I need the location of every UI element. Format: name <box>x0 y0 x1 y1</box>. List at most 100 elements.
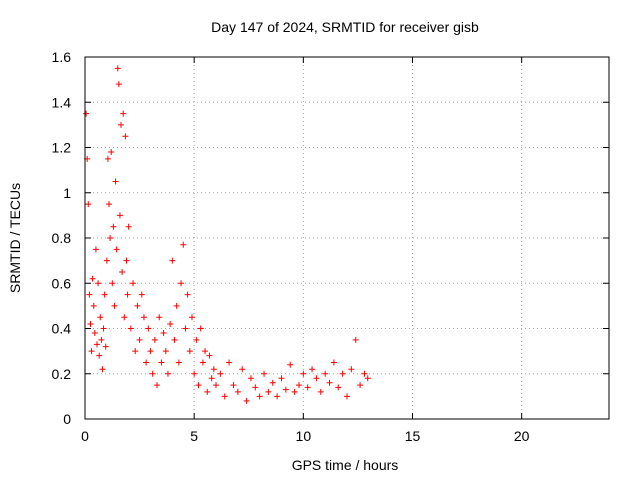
data-point <box>188 314 195 321</box>
x-tick-label: 5 <box>190 428 198 444</box>
data-point <box>309 366 316 373</box>
data-point <box>110 223 117 230</box>
data-point <box>92 246 99 253</box>
data-point <box>300 370 307 377</box>
y-axis-label: SRMTID / TECUs <box>7 183 23 293</box>
data-point <box>291 388 298 395</box>
data-point <box>130 280 137 287</box>
data-point <box>99 366 106 373</box>
data-point <box>210 366 217 373</box>
data-point <box>247 375 254 382</box>
data-point <box>136 336 143 343</box>
data-point <box>164 370 171 377</box>
data-point <box>95 280 102 287</box>
data-point <box>261 370 268 377</box>
data-point <box>100 325 107 332</box>
grid <box>85 57 609 419</box>
data-point <box>180 241 187 248</box>
data-point <box>182 325 189 332</box>
data-point <box>132 348 139 355</box>
data-point <box>124 291 131 298</box>
data-point <box>120 110 127 117</box>
data-point <box>88 348 95 355</box>
data-point <box>265 388 272 395</box>
data-point <box>106 201 113 208</box>
data-point <box>226 359 233 366</box>
data-point <box>195 382 202 389</box>
data-point <box>184 291 191 298</box>
data-point <box>85 201 92 208</box>
data-point <box>109 280 116 287</box>
data-point <box>326 379 333 386</box>
data-point <box>118 121 125 128</box>
data-point <box>140 314 147 321</box>
data-point <box>364 375 371 382</box>
data-point <box>357 382 364 389</box>
data-point <box>330 359 337 366</box>
data-point <box>87 320 94 327</box>
data-point <box>243 397 250 404</box>
data-point <box>122 133 129 140</box>
data-point <box>158 359 165 366</box>
data-point <box>206 352 213 359</box>
data-point <box>134 302 141 309</box>
data-point <box>287 361 294 368</box>
data-point <box>101 291 108 298</box>
data-point <box>208 375 215 382</box>
data-point <box>162 348 169 355</box>
data-point <box>178 280 185 287</box>
y-tick-label: 0.4 <box>52 321 72 337</box>
data-point <box>361 370 368 377</box>
data-point <box>154 382 161 389</box>
data-point <box>175 359 182 366</box>
data-point <box>335 384 342 391</box>
axis-ticks: 0 5 10 15 20 0 0.2 0.4 0.6 0.8 1 1.2 1.4 1.6 <box>52 49 609 444</box>
data-point <box>91 330 98 337</box>
data-point <box>89 275 96 282</box>
data-point <box>339 370 346 377</box>
data-point <box>234 388 241 395</box>
data-point <box>282 386 289 393</box>
data-point <box>239 366 246 373</box>
data-point <box>313 375 320 382</box>
data-point <box>167 320 174 327</box>
data-point <box>113 246 120 253</box>
data-point <box>103 257 110 264</box>
data-point <box>98 336 105 343</box>
chart-title: Day 147 of 2024, SRMTID for receiver gis… <box>211 19 479 35</box>
scatter-points <box>83 65 371 404</box>
y-tick-label: 0.2 <box>52 366 72 382</box>
data-point <box>123 257 130 264</box>
data-point <box>111 302 118 309</box>
data-point <box>96 352 103 359</box>
data-point <box>269 379 276 386</box>
x-tick-label: 20 <box>514 428 530 444</box>
data-point <box>186 348 193 355</box>
data-point <box>204 388 211 395</box>
y-tick-label: 1.4 <box>52 94 72 110</box>
y-tick-label: 1 <box>63 185 71 201</box>
data-point <box>127 325 134 332</box>
data-point <box>344 393 350 400</box>
data-point <box>104 155 111 162</box>
data-point <box>352 336 359 343</box>
y-tick-label: 1.6 <box>52 49 72 65</box>
data-point <box>274 393 281 400</box>
data-point <box>149 370 156 377</box>
data-point <box>107 235 114 241</box>
data-point <box>97 314 104 321</box>
data-point <box>295 382 302 389</box>
y-tick-label: 0.8 <box>52 230 72 246</box>
data-point <box>125 223 132 230</box>
data-point <box>317 388 324 395</box>
x-axis-label: GPS time / hours <box>292 457 399 473</box>
data-point <box>108 149 115 156</box>
x-tick-label: 10 <box>296 428 312 444</box>
data-point <box>304 384 311 391</box>
data-point <box>115 81 122 88</box>
data-point <box>102 343 109 350</box>
data-point <box>119 268 126 275</box>
data-point <box>213 382 219 389</box>
data-point <box>151 336 158 343</box>
